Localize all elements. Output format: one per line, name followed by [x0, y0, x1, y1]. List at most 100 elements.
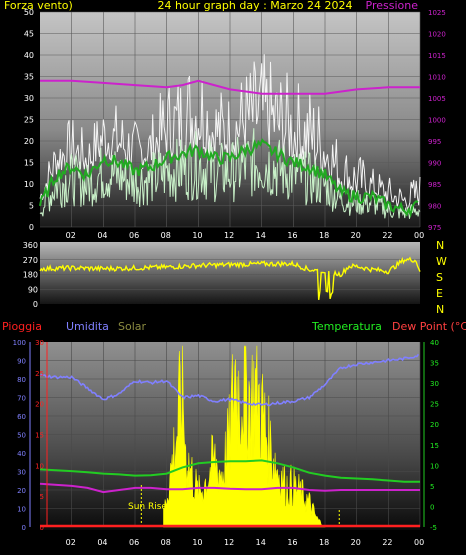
- compass-letter: W: [436, 255, 447, 268]
- compass-letter: E: [436, 287, 443, 300]
- pressure-tick-label: 1020: [428, 31, 446, 39]
- wind-speed-line: [39, 128, 421, 219]
- climate-x-tick-label: 00: [414, 538, 424, 547]
- pressure-tick-label: 975: [428, 224, 441, 232]
- rain-label: Pioggia: [2, 320, 42, 333]
- direction-panel-background: [40, 242, 420, 304]
- pressure-tick-label: 1000: [428, 117, 446, 125]
- humidity-tick-label: 80: [17, 376, 26, 384]
- temperature-tick-label: 25: [430, 401, 439, 409]
- direction-line: [39, 256, 421, 300]
- humidity-tick-label: 10: [17, 506, 26, 514]
- pressure-y-axis: 1025 1020 1015 1010 1005 1000 995 990 985 980 975: [428, 9, 446, 232]
- wind-x-tick-label: 14: [256, 231, 266, 240]
- pressure-line: [40, 79, 420, 95]
- chart-title: 24 hour graph day : Marzo 24 2024: [157, 0, 352, 12]
- solar-area: [163, 345, 326, 528]
- humidity-tick-label: 0: [22, 524, 26, 532]
- wind-x-tick-label: 04: [97, 231, 107, 240]
- humidity-tick-label: 50: [17, 432, 26, 440]
- pressure-tick-label: 985: [428, 181, 441, 189]
- rain-tick-label: 5: [40, 493, 44, 501]
- climate-x-tick-label: 20: [351, 538, 361, 547]
- wind-tick-label: 30: [24, 94, 34, 103]
- solar-label: Solar: [118, 320, 147, 333]
- wind-x-tick-label: 06: [129, 231, 139, 240]
- compass-letter: S: [436, 271, 443, 284]
- pressure-tick-label: 995: [428, 138, 441, 146]
- pressure-title: Pressione: [366, 0, 419, 12]
- wind-x-tick-label: 16: [287, 231, 297, 240]
- climate-x-axis: 02 04 06 08 10 12 14 16 18 20 22 00: [66, 538, 425, 547]
- sunrise-label: Sun Rise: [128, 502, 167, 512]
- pressure-tick-label: 980: [428, 203, 441, 211]
- wind-x-tick-label: 00: [414, 231, 424, 240]
- compass-letter: N: [436, 303, 444, 316]
- climate-x-tick-label: 08: [161, 538, 171, 547]
- temperature-tick-label: 20: [430, 421, 439, 429]
- humidity-tick-label: 30: [17, 469, 26, 477]
- climate-x-tick-label: 16: [287, 538, 297, 547]
- dewpoint-label: Dew Point (°C): [392, 320, 466, 333]
- rain-tick-label: 10: [35, 462, 44, 470]
- climate-x-tick-label: 18: [319, 538, 329, 547]
- wind-title: Forza vento): [4, 0, 73, 12]
- wind-tick-label: 45: [24, 30, 34, 39]
- wind-x-tick-label: 10: [192, 231, 202, 240]
- humidity-tick-label: 60: [17, 413, 26, 421]
- temperature-tick-label: 0: [430, 503, 434, 511]
- rain-tick-label: 25: [35, 370, 44, 378]
- rain-tick-label: 15: [35, 432, 44, 440]
- wind-average-line: [39, 138, 419, 218]
- wind-tick-label: 15: [24, 159, 34, 168]
- direction-tick-label: 0: [33, 300, 38, 309]
- rain-tick-label: 0: [40, 524, 44, 532]
- climate-x-tick-label: 22: [382, 538, 392, 547]
- direction-y-axis: 360 270 180 90 0: [23, 241, 38, 309]
- wind-x-tick-label: 22: [382, 231, 392, 240]
- wind-tick-label: 25: [24, 116, 34, 125]
- wind-tick-label: 10: [24, 180, 34, 189]
- temperature-line: [39, 459, 420, 483]
- direction-tick-label: 90: [28, 285, 38, 294]
- wind-tick-label: 40: [24, 51, 34, 60]
- temperature-tick-label: 40: [430, 339, 439, 347]
- direction-tick-label: 180: [23, 271, 38, 280]
- rain-tick-label: 20: [35, 401, 44, 409]
- pressure-tick-label: 1015: [428, 52, 446, 60]
- direction-series: [39, 256, 421, 300]
- temperature-label: Temperatura: [311, 320, 382, 333]
- wind-tick-label: 20: [24, 137, 34, 146]
- climate-x-tick-label: 14: [256, 538, 266, 547]
- pressure-tick-label: 990: [428, 160, 441, 168]
- wind-tick-label: 50: [24, 8, 34, 17]
- wind-x-tick-label: 12: [224, 231, 234, 240]
- humidity-tick-label: 20: [17, 487, 26, 495]
- humidity-tick-label: 70: [17, 395, 26, 403]
- climate-x-tick-label: 02: [66, 538, 76, 547]
- wind-x-tick-label: 02: [66, 231, 76, 240]
- humidity-tick-label: 100: [13, 339, 26, 347]
- pressure-tick-label: 1010: [428, 74, 446, 82]
- wind-tick-label: 0: [29, 223, 34, 232]
- pressure-tick-label: 1005: [428, 95, 446, 103]
- wind-x-tick-label: 18: [319, 231, 329, 240]
- climate-x-tick-label: 12: [224, 538, 234, 547]
- compass-letter: N: [436, 239, 444, 252]
- temperature-y-axis: 40 35 30 25 20 15 10 5 0 -5: [423, 339, 439, 532]
- temperature-tick-label: 10: [430, 462, 439, 470]
- rain-tick-label: 30: [35, 339, 44, 347]
- direction-panel-grid: [40, 259, 420, 290]
- humidity-line: [39, 353, 420, 407]
- temperature-tick-label: -5: [430, 524, 437, 532]
- wind-x-tick-label: 20: [351, 231, 361, 240]
- wind-panel-series: [39, 54, 421, 219]
- direction-tick-label: 360: [23, 241, 38, 250]
- humidity-tick-label: 90: [17, 358, 26, 366]
- wind-x-axis: 02 04 06 08 10 12 14 16 18 20 22 00: [66, 231, 425, 240]
- climate-panel-series: [39, 345, 420, 528]
- climate-x-tick-label: 06: [129, 538, 139, 547]
